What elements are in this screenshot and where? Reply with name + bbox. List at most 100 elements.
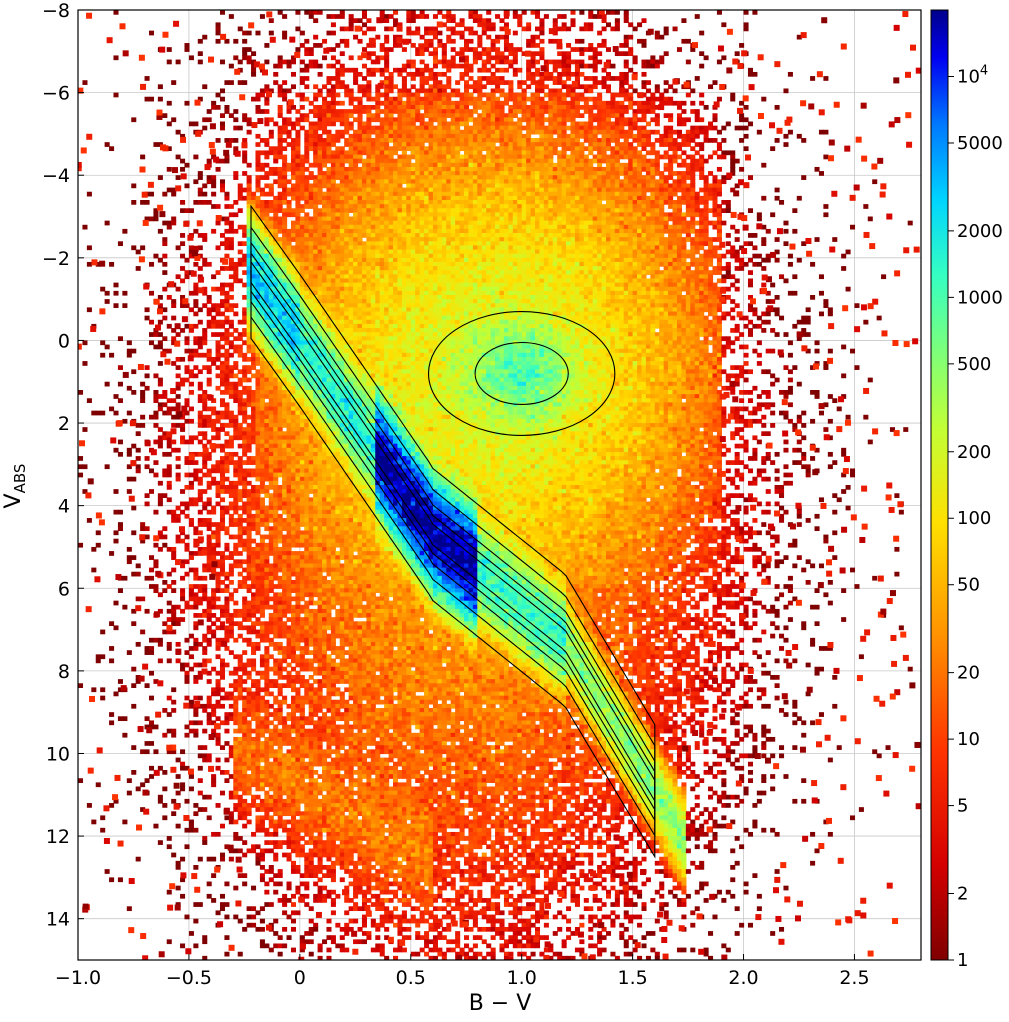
density-cell — [290, 476, 297, 482]
density-cell — [251, 261, 257, 267]
density-cell — [259, 319, 265, 325]
density-cell — [282, 456, 288, 461]
density-cell — [326, 212, 332, 218]
density-cell — [233, 637, 239, 643]
density-cell — [290, 253, 297, 259]
density-cell — [255, 815, 261, 821]
density-cell — [228, 451, 234, 457]
density-cell — [188, 703, 194, 709]
density-cell — [251, 650, 257, 655]
density-cell — [313, 485, 319, 490]
density-cell — [162, 336, 168, 342]
density-cell — [326, 617, 332, 622]
density-cell — [211, 629, 217, 635]
density-cell — [277, 819, 283, 825]
density-cell — [78, 464, 84, 470]
density-cell — [299, 228, 305, 234]
density-cell — [264, 150, 270, 156]
density-cell — [251, 708, 257, 713]
density-cell — [202, 489, 208, 494]
density-cell — [268, 683, 274, 688]
density-cell — [202, 608, 208, 614]
density-cell — [313, 641, 319, 647]
density-cell — [326, 249, 332, 255]
density-cell — [290, 290, 297, 296]
density-cell — [273, 266, 279, 271]
density-cell — [126, 352, 132, 358]
density-cell — [264, 654, 270, 660]
density-cell — [193, 530, 199, 536]
density-cell — [304, 38, 310, 44]
density-cell — [131, 183, 137, 189]
density-cell — [308, 303, 314, 308]
density-cell — [317, 509, 323, 515]
density-cell — [295, 133, 301, 139]
density-cell — [299, 125, 305, 131]
density-cell — [188, 654, 194, 660]
density-cell — [259, 741, 265, 746]
density-cell — [144, 373, 150, 379]
density-cell — [286, 431, 292, 437]
density-cell — [308, 249, 314, 255]
density-cell — [268, 390, 274, 395]
density-cell — [295, 703, 301, 709]
density-cell — [251, 906, 257, 912]
density-cell — [295, 257, 301, 263]
density-cell — [322, 633, 328, 639]
density-cell — [255, 237, 261, 242]
density-cell — [322, 654, 328, 660]
density-cell — [255, 567, 261, 573]
density-cell — [193, 902, 199, 907]
density-cell — [304, 666, 310, 672]
density-cell — [259, 522, 265, 527]
density-cell — [268, 778, 274, 783]
density-cell — [246, 274, 252, 280]
density-cell — [313, 468, 319, 474]
density-cell — [273, 286, 279, 292]
density-cell — [273, 464, 279, 470]
density-cell — [304, 472, 310, 478]
density-cell — [313, 200, 319, 205]
density-cell — [304, 555, 310, 560]
density-cell — [290, 84, 297, 90]
density-cell — [255, 315, 261, 321]
density-cell — [326, 530, 332, 536]
density-cell — [251, 844, 257, 850]
density-cell — [202, 708, 208, 713]
density-cell — [286, 443, 292, 449]
density-cell — [193, 575, 199, 581]
density-cell — [268, 187, 274, 193]
density-cell — [242, 427, 248, 432]
density-cell — [206, 439, 212, 445]
density-cell — [286, 592, 292, 598]
density-cell — [228, 716, 234, 722]
density-cell — [299, 790, 305, 796]
density-cell — [277, 774, 283, 779]
density-cell — [255, 224, 261, 230]
density-cell — [322, 179, 328, 185]
density-cell — [277, 790, 283, 796]
density-cell — [277, 898, 283, 903]
density-cell — [251, 51, 257, 57]
density-cell — [273, 811, 279, 817]
density-cell — [304, 398, 310, 403]
density-cell — [277, 146, 283, 152]
density-cell — [215, 38, 221, 44]
density-cell — [237, 59, 243, 65]
density-cell — [264, 332, 270, 337]
density-cell — [259, 670, 265, 676]
density-cell — [255, 295, 261, 300]
density-cell — [193, 179, 199, 185]
density-cell — [277, 439, 283, 445]
density-cell — [82, 340, 88, 346]
density-cell — [157, 592, 163, 598]
density-cell — [268, 666, 274, 672]
density-cell — [197, 670, 203, 676]
density-cell — [259, 786, 265, 792]
density-cell — [313, 588, 319, 593]
density-cell — [304, 67, 310, 73]
density-cell — [233, 418, 239, 424]
density-cell — [286, 489, 292, 494]
density-cell — [304, 356, 310, 362]
density-cell — [282, 154, 288, 160]
